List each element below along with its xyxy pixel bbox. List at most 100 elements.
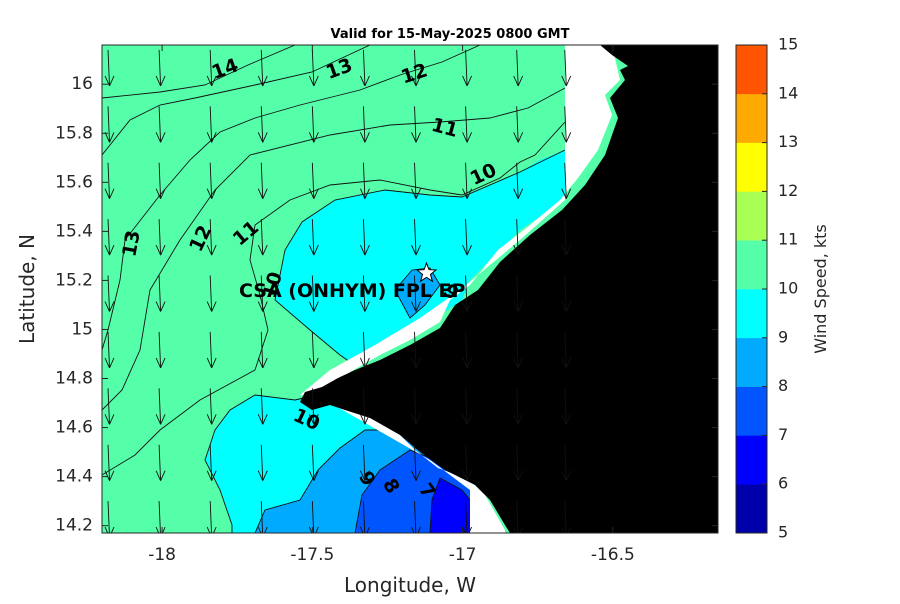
wind-arrow-11 [155, 106, 166, 143]
wind-arrow-9 [561, 49, 572, 87]
wind-arrow-59 [561, 331, 572, 369]
wind-arrow-63 [257, 388, 268, 425]
band-10-11-4 [102, 45, 565, 533]
band-8-9-7 [395, 268, 440, 318]
wind-arrow-52 [206, 331, 217, 369]
wind-arrow-84 [308, 501, 319, 533]
wind-arrow-28 [513, 162, 524, 199]
wind-arrow-12 [206, 106, 217, 143]
wind-arrow-76 [411, 444, 421, 481]
contour-line-8-8 [254, 429, 395, 533]
wind-arrow-10 [104, 106, 115, 143]
wind-arrow-46 [411, 275, 421, 312]
colorbar-tick-label-6: 6 [778, 474, 788, 493]
wind-arrow-30 [104, 219, 115, 256]
colorbar-tick-label-11: 11 [778, 230, 798, 249]
wind-arrow-89 [561, 501, 572, 533]
wind-arrow-39 [561, 219, 572, 256]
wind-arrow-27 [462, 162, 473, 199]
plot-frame [101, 44, 719, 534]
wind-arrow-7 [462, 49, 473, 87]
contour-label-5: 13 [118, 229, 144, 259]
wind-arrow-61 [155, 388, 166, 425]
y-tick-label-0: 14.2 [55, 516, 93, 536]
contour-line-13-1 [102, 45, 371, 156]
colorbar-swatch-10-11 [736, 240, 767, 290]
wind-arrow-77 [462, 444, 473, 481]
coastal-strip [300, 45, 620, 533]
colorbar-swatch-8-9 [736, 337, 767, 387]
wind-arrow-32 [206, 219, 217, 256]
colorbar-swatch-12-13 [736, 142, 767, 192]
wind-arrow-58 [513, 331, 524, 369]
wind-arrow-35 [360, 219, 370, 256]
colorbar-tick-label-5: 5 [778, 523, 788, 542]
wind-arrow-16 [411, 106, 421, 143]
wind-arrow-18 [513, 106, 524, 143]
wind-arrow-78 [513, 444, 524, 481]
wind-arrow-34 [308, 219, 319, 256]
wind-arrow-53 [257, 331, 268, 369]
wind-arrow-43 [257, 275, 268, 312]
wind-arrow-38 [513, 219, 524, 256]
wind-arrow-25 [360, 162, 370, 199]
colorbar-label: Wind Speed, kts [811, 224, 830, 354]
wind-arrow-24 [308, 162, 319, 199]
wind-arrow-14 [308, 106, 319, 143]
wind-arrow-69 [561, 388, 572, 425]
wind-arrow-15 [360, 106, 370, 143]
x-tick-label-1: -17.5 [290, 545, 334, 565]
x-tick-label-2: -17 [449, 545, 477, 565]
colorbar: 5 6 7 8 9 10 11 12 13 14 15 [735, 35, 798, 542]
wind-arrow-50 [104, 331, 115, 369]
colorbar-tick-label-10: 10 [778, 279, 798, 298]
station-star [415, 261, 438, 283]
wind-arrow-86 [411, 501, 421, 533]
wind-arrow-56 [411, 331, 421, 369]
land-layer [300, 45, 718, 533]
wind-arrow-29 [561, 162, 572, 199]
band-6-7-10 [430, 478, 470, 533]
colorbar-swatch-9-10 [736, 289, 767, 339]
colorbar-swatch-13-14 [736, 93, 767, 143]
wind-arrow-23 [257, 162, 268, 199]
wind-arrow-20 [104, 162, 115, 199]
y-tick-label-7: 15.6 [55, 172, 93, 192]
wind-arrow-22 [206, 162, 217, 199]
wind-arrow-82 [206, 501, 217, 533]
wind-arrow-8 [513, 49, 524, 87]
wind-arrow-57 [462, 331, 473, 369]
station-name: CSA (ONHYM) FPL EP [239, 280, 466, 302]
contour-line-12-2 [102, 45, 481, 351]
wind-arrow-21 [155, 162, 166, 199]
x-axis: -18 -17.5 -17 -16.5 [148, 45, 635, 565]
contour-line-8-7 [394, 267, 441, 319]
wind-arrow-47 [462, 275, 473, 312]
wind-arrow-5 [360, 49, 370, 87]
colorbar-tick-label-8: 8 [778, 376, 788, 395]
contour-line-14-0 [102, 45, 296, 99]
wind-arrow-49 [561, 275, 572, 312]
colorbar-tick-label-12: 12 [778, 181, 798, 200]
land-mass [300, 45, 718, 533]
wind-arrow-70 [104, 444, 115, 481]
wind-arrow-3 [257, 49, 268, 87]
y-tick-label-6: 15.4 [55, 221, 93, 241]
wind-arrow-60 [104, 388, 115, 425]
colorbar-tick-label-15: 15 [778, 35, 798, 54]
wind-arrow-72 [206, 444, 217, 481]
contour-line-11-3 [102, 87, 566, 411]
y-tick-label-2: 14.6 [55, 418, 93, 438]
chart-title: Valid for 15-May-2025 0800 GMT [331, 27, 570, 42]
wind-arrow-40 [104, 275, 115, 312]
wind-arrow-2 [206, 49, 217, 87]
wind-arrow-55 [360, 331, 370, 369]
wind-arrow-79 [561, 444, 572, 481]
wind-arrow-80 [104, 501, 115, 533]
wind-arrow-6 [411, 49, 421, 87]
colorbar-swatch-7-8 [736, 386, 767, 436]
y-tick-label-1: 14.4 [55, 467, 93, 487]
wind-arrow-67 [462, 388, 473, 425]
wind-arrow-62 [206, 388, 217, 425]
